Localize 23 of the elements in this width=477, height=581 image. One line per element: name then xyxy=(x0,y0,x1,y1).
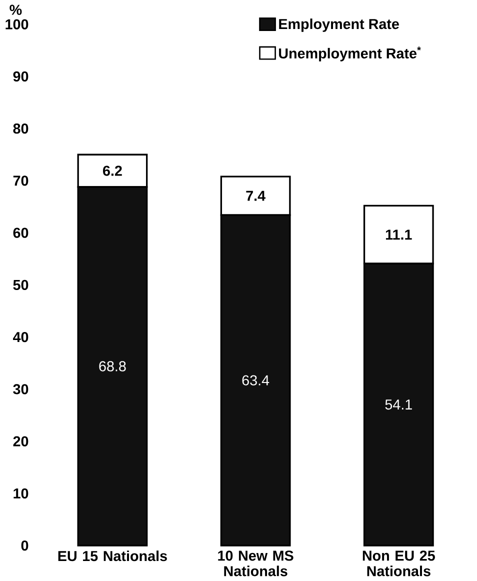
y-tick-label: 70 xyxy=(13,176,28,186)
y-axis-title: % xyxy=(9,4,22,15)
legend-label: Employment Rate xyxy=(278,18,399,32)
y-tick-label: 40 xyxy=(12,332,28,342)
data-label: 7.4 xyxy=(246,190,266,201)
y-tick-label: 100 xyxy=(5,19,28,30)
y-tick-label: 90 xyxy=(13,71,28,82)
data-label: 6.2 xyxy=(102,166,122,176)
y-tick-label: 20 xyxy=(13,436,28,446)
x-tick-label: Non EU 25 Nationals xyxy=(362,550,435,576)
x-tick-label: 10 New MS Nationals xyxy=(218,550,294,576)
y-tick-label: 0 xyxy=(21,540,28,551)
data-label: 11.1 xyxy=(386,230,412,240)
y-tick-label: 80 xyxy=(12,123,28,134)
data-label: 68.8 xyxy=(98,361,126,372)
y-tick-label: 50 xyxy=(12,280,28,290)
y-tick-label: 30 xyxy=(12,384,28,394)
x-tick-label: EU 15 Nationals xyxy=(58,550,167,562)
legend-label: Unemployment Rate$^{*}$ xyxy=(278,46,421,62)
y-tick-label: 60 xyxy=(13,228,28,238)
y-tick-label: 10 xyxy=(13,488,28,499)
data-label: 54.1 xyxy=(385,400,412,410)
data-label: 63.4 xyxy=(242,375,269,386)
